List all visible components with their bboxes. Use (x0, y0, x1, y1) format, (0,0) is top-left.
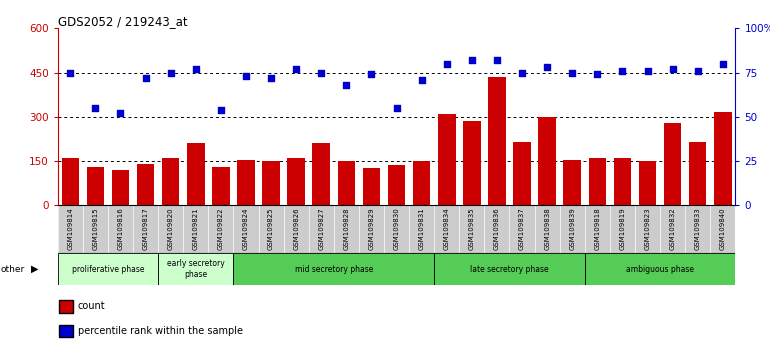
Point (189, 66, 202, 72)
Text: ▶: ▶ (31, 264, 38, 274)
Bar (438, 114, 456, 205)
Text: GSM109820: GSM109820 (168, 208, 174, 250)
Text: GSM109819: GSM109819 (619, 208, 625, 251)
Point (139, 75, 152, 81)
Bar (112, 170, 129, 205)
Text: GSM109825: GSM109825 (268, 208, 274, 250)
Point (490, 57, 503, 63)
Point (64, 70, 76, 75)
Point (616, 68, 628, 74)
Point (566, 70, 578, 75)
Bar (237, 160, 255, 205)
Bar (488, 77, 506, 205)
Text: GSM109838: GSM109838 (544, 208, 550, 251)
Text: GSM109837: GSM109837 (519, 208, 525, 251)
Text: percentile rank within the sample: percentile rank within the sample (78, 326, 243, 336)
Point (541, 64, 554, 70)
Bar (137, 164, 154, 205)
Bar (564, 160, 581, 205)
Point (516, 70, 528, 75)
Text: GSM109828: GSM109828 (343, 208, 350, 250)
Bar (463, 121, 480, 205)
Bar (86, 167, 104, 205)
Point (390, 105, 403, 111)
Text: GDS2052 / 219243_at: GDS2052 / 219243_at (58, 15, 187, 28)
Text: GSM109816: GSM109816 (118, 208, 123, 251)
Point (89, 105, 102, 111)
Bar (62, 158, 79, 205)
Text: early secretory
phase: early secretory phase (167, 259, 225, 279)
Point (290, 66, 303, 72)
Bar (714, 113, 732, 205)
Bar (363, 169, 380, 205)
Text: late secretory phase: late secretory phase (470, 264, 549, 274)
Bar (187, 143, 205, 205)
Bar (337, 161, 355, 205)
Point (114, 110, 126, 116)
Bar (584, 253, 735, 285)
Text: proliferative phase: proliferative phase (72, 264, 144, 274)
Point (315, 70, 327, 75)
Bar (158, 253, 233, 285)
Text: GSM109835: GSM109835 (469, 208, 475, 250)
Bar (263, 161, 280, 205)
Point (340, 82, 353, 88)
Text: GSM109830: GSM109830 (393, 208, 400, 251)
Bar (313, 143, 330, 205)
Point (466, 57, 478, 63)
Point (165, 70, 177, 75)
Text: GSM109818: GSM109818 (594, 208, 601, 251)
Point (365, 72, 377, 77)
Bar (287, 158, 305, 205)
Point (239, 73, 252, 79)
Bar (664, 123, 681, 205)
Text: GSM109814: GSM109814 (67, 208, 73, 250)
Text: GSM109821: GSM109821 (192, 208, 199, 250)
Point (215, 107, 227, 113)
Text: GSM109839: GSM109839 (569, 208, 575, 251)
Point (440, 61, 453, 67)
Bar (388, 166, 405, 205)
Text: GSM109822: GSM109822 (218, 208, 224, 250)
Point (591, 72, 604, 77)
Bar (538, 117, 556, 205)
Point (717, 61, 729, 67)
Text: GSM109824: GSM109824 (243, 208, 249, 250)
Text: GSM109817: GSM109817 (142, 208, 149, 251)
Point (265, 75, 277, 81)
Text: GSM109840: GSM109840 (720, 208, 726, 250)
Text: GSM109827: GSM109827 (318, 208, 324, 250)
Bar (689, 142, 707, 205)
Point (667, 66, 679, 72)
Text: GSM109815: GSM109815 (92, 208, 99, 250)
Bar (588, 158, 606, 205)
Bar (233, 253, 434, 285)
Text: other: other (1, 264, 25, 274)
Text: GSM109834: GSM109834 (444, 208, 450, 250)
Point (641, 68, 654, 74)
Bar (413, 161, 430, 205)
Text: GSM109833: GSM109833 (695, 208, 701, 251)
Text: ambiguous phase: ambiguous phase (626, 264, 694, 274)
Bar (639, 161, 656, 205)
Text: mid secretory phase: mid secretory phase (295, 264, 373, 274)
Bar (212, 167, 229, 205)
Bar (58, 253, 158, 285)
Bar (614, 158, 631, 205)
Point (416, 77, 428, 82)
Text: GSM109832: GSM109832 (670, 208, 675, 250)
Text: GSM109829: GSM109829 (369, 208, 374, 250)
Text: count: count (78, 301, 105, 311)
Bar (514, 142, 531, 205)
Bar (162, 158, 179, 205)
Bar (434, 253, 584, 285)
Text: GSM109826: GSM109826 (293, 208, 300, 250)
Text: GSM109823: GSM109823 (644, 208, 651, 250)
Text: GSM109836: GSM109836 (494, 208, 500, 251)
Text: GSM109831: GSM109831 (419, 208, 424, 251)
Point (691, 68, 704, 74)
